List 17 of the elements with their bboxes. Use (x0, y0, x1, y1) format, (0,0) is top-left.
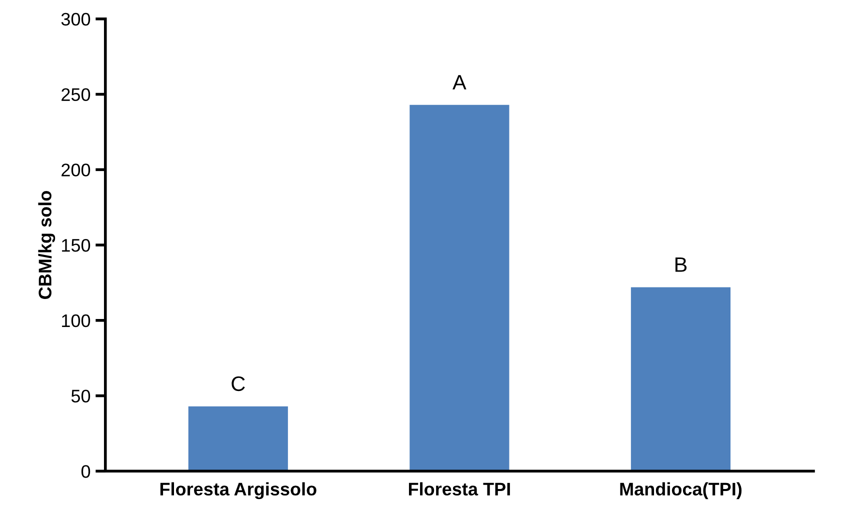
annotation: B (675, 257, 687, 272)
y-axis-title: CBM/kg solo (38, 191, 56, 299)
y-tick-label: 300 (61, 12, 90, 26)
annotation: C (232, 376, 245, 392)
bar (410, 104, 510, 472)
y-tick-label: 250 (62, 88, 90, 101)
x-tick-label: Floresta Argissolo (160, 482, 316, 500)
y-tick-label: 150 (62, 238, 90, 252)
y-tick-label: 200 (62, 164, 90, 176)
annotation: A (452, 75, 466, 90)
y-tick-label: 50 (71, 390, 90, 402)
y-tick-label: 0 (81, 465, 90, 478)
x-tick-label: Mandioca(TPI) (620, 482, 742, 500)
bar (188, 406, 288, 472)
y-tick-label: 100 (62, 314, 90, 328)
bar (630, 287, 731, 472)
x-tick-label: Floresta TPI (408, 482, 510, 496)
